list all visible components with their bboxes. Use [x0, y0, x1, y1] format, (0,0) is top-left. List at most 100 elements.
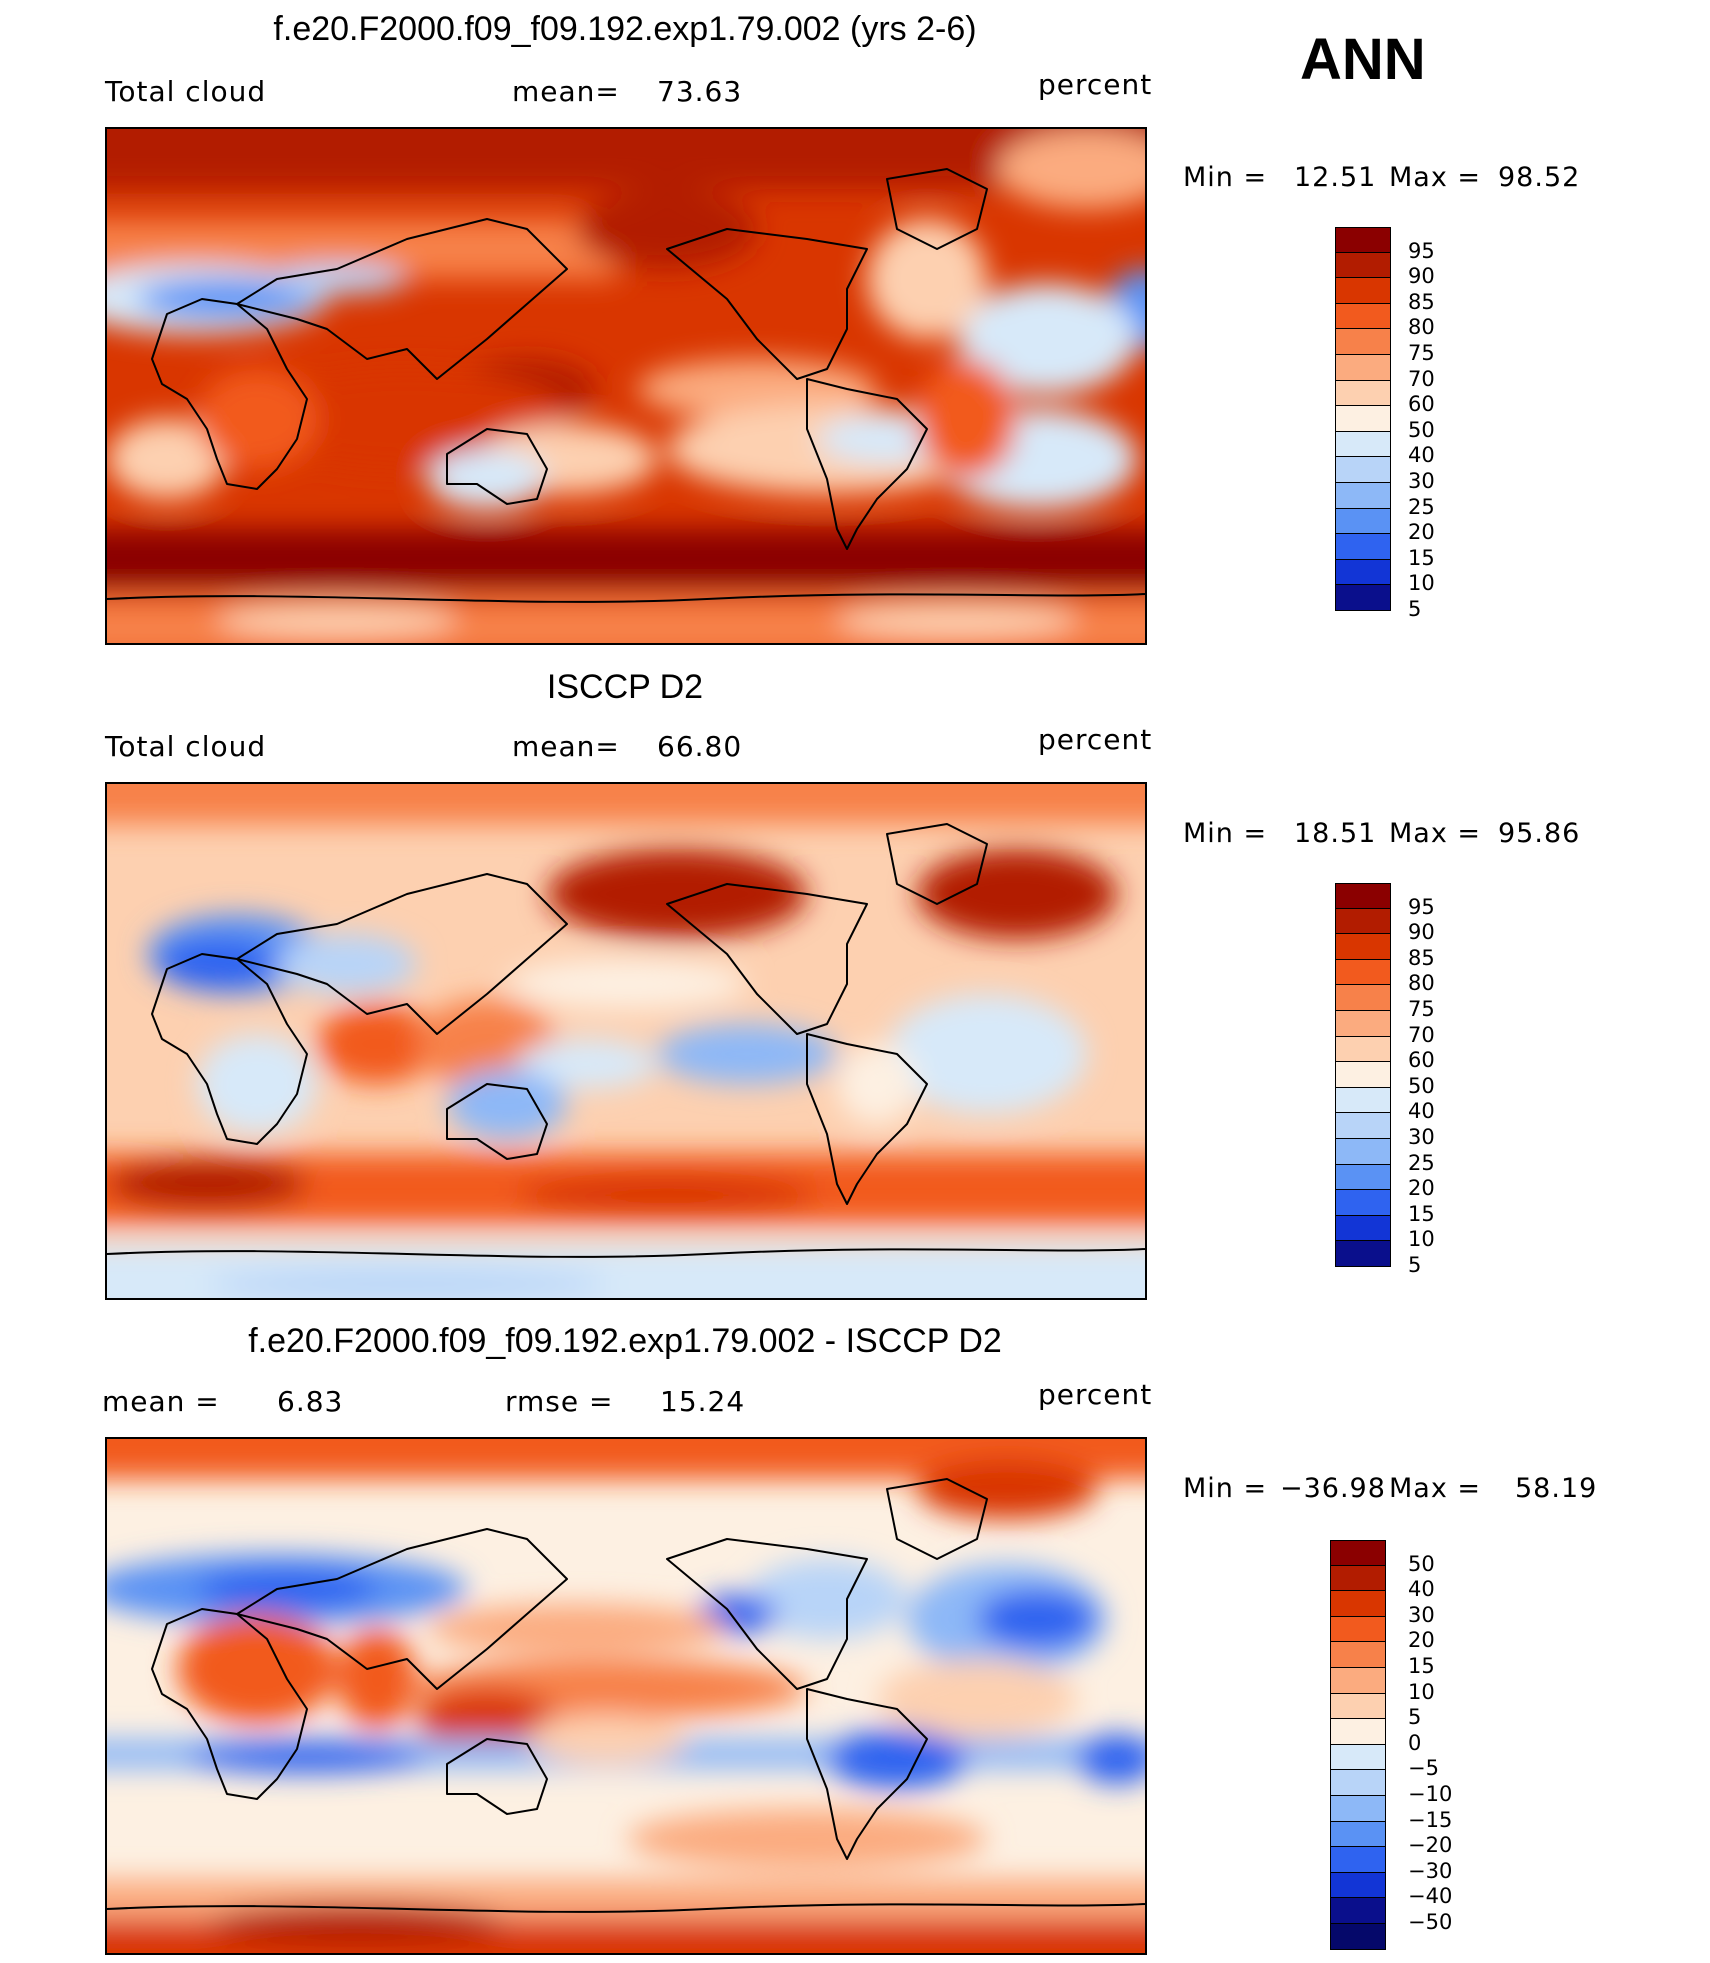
panel-model-max-value: 98.52 [1498, 162, 1581, 193]
colorbar-tick-label: 75 [1408, 997, 1435, 1021]
colorbar-swatch [1335, 883, 1391, 909]
colorbar-swatch [1330, 1924, 1386, 1950]
panel-model-mean-label: mean= [512, 75, 620, 108]
colorbar-swatch [1335, 1036, 1391, 1063]
panel-diff-map [105, 1437, 1147, 1955]
colorbar-swatch [1335, 908, 1391, 935]
panel-obs-variable-label: Total cloud [105, 730, 267, 763]
colorbar-swatch [1330, 1642, 1386, 1668]
colorbar-swatch [1330, 1565, 1386, 1592]
colorbar-tick-label: 10 [1408, 571, 1435, 596]
colorbar-tick-label: 50 [1408, 417, 1435, 442]
colorbar-tick-label: 50 [1408, 1073, 1435, 1098]
panel-model-variable-label: Total cloud [105, 75, 267, 108]
colorbar-tick-label: 95 [1408, 894, 1435, 919]
colorbar-swatch [1335, 534, 1391, 560]
colorbar-swatch [1330, 1616, 1386, 1643]
colorbar-tick-label: 20 [1408, 1628, 1435, 1653]
panel-obs-min-label: Min = [1183, 818, 1268, 849]
panel-diff-min-label: Min = [1183, 1473, 1268, 1504]
colorbar-swatch [1335, 406, 1391, 432]
colorbar-tick-label: −50 [1408, 1910, 1453, 1934]
colorbar-swatch [1335, 303, 1391, 330]
panel-model-min-label: Min = [1183, 162, 1268, 193]
panel-obs-min-value: 18.51 [1294, 818, 1377, 849]
colorbar-tick-label: 10 [1408, 1679, 1435, 1704]
colorbar-swatch [1335, 1241, 1391, 1267]
colorbar-tick-label: 0 [1408, 1730, 1422, 1755]
colorbar-swatch [1335, 959, 1391, 986]
colorbar-tick-label: 15 [1408, 545, 1435, 570]
colorbar-tick-label: 15 [1408, 1201, 1435, 1226]
colorbar-swatch [1335, 1190, 1391, 1216]
colorbar-tick-label: 30 [1408, 1125, 1435, 1149]
colorbar-tick-label: 70 [1408, 366, 1435, 391]
colorbar-swatch [1335, 1087, 1391, 1114]
colorbar-swatch [1330, 1540, 1386, 1566]
colorbar-tick-label: −20 [1408, 1833, 1453, 1858]
panel-diff-mean-label: mean = [102, 1385, 220, 1418]
colorbar-swatch [1330, 1898, 1386, 1924]
colorbar-tick-label: 80 [1408, 315, 1435, 340]
colorbar-swatch [1335, 483, 1391, 509]
colorbar-swatch [1335, 1164, 1391, 1191]
colorbar-tick-label: −30 [1408, 1858, 1453, 1883]
panel-diff-rmse-value: 15.24 [660, 1385, 746, 1418]
colorbar-swatch [1335, 1215, 1391, 1242]
season-label: ANN [1300, 27, 1426, 92]
colorbar-swatch [1335, 380, 1391, 407]
colorbar-tick-label: 40 [1408, 443, 1435, 468]
colorbar-swatch [1330, 1796, 1386, 1822]
colorbar-swatch [1335, 508, 1391, 535]
colorbar-swatch [1330, 1770, 1386, 1796]
colorbar-swatch [1330, 1821, 1386, 1848]
panel-model-title: f.e20.F2000.f09_f09.192.exp1.79.002 (yrs… [273, 10, 977, 48]
colorbar-tick-label: 85 [1408, 945, 1435, 970]
colorbar-swatch [1335, 278, 1391, 304]
colorbar-tick-label: 85 [1408, 289, 1435, 314]
colorbar-swatch [1335, 934, 1391, 960]
colorbar-tick-label: 25 [1408, 494, 1435, 519]
colorbar-swatch [1330, 1591, 1386, 1617]
colorbar-tick-label: 70 [1408, 1022, 1435, 1047]
colorbar-swatch [1335, 985, 1391, 1011]
colorbar-swatch [1335, 431, 1391, 458]
colorbar-tick-label: −15 [1408, 1807, 1453, 1832]
colorbar-tick-label: 30 [1408, 1602, 1435, 1627]
colorbar-swatch [1330, 1744, 1386, 1771]
colorbar-tick-label: 95 [1408, 238, 1435, 263]
colorbar-swatch [1330, 1693, 1386, 1720]
colorbar-tick-label: −5 [1408, 1756, 1439, 1781]
colorbar-swatch [1335, 1062, 1391, 1088]
panel-obs-map [105, 782, 1147, 1300]
colorbar-swatch [1330, 1872, 1386, 1899]
colorbar-tick-label: 40 [1408, 1099, 1435, 1124]
colorbar-swatch [1330, 1668, 1386, 1694]
colorbar-tick-label: 90 [1408, 920, 1435, 945]
panel-diff-units-label: percent [1038, 1378, 1153, 1411]
colorbar-tick-label: 5 [1408, 1705, 1422, 1730]
panel-model-max-label: Max = [1389, 162, 1482, 193]
panel-obs-max-value: 95.86 [1498, 818, 1581, 849]
colorbar-tick-label: 30 [1408, 469, 1435, 493]
panel-diff-rmse-label: rmse = [505, 1385, 614, 1418]
colorbar-tick-label: −40 [1408, 1884, 1453, 1909]
colorbar-swatch [1335, 1011, 1391, 1037]
colorbar-tick-label: 15 [1408, 1654, 1435, 1678]
colorbar-swatch [1330, 1847, 1386, 1873]
panel-obs-mean-label: mean= [512, 730, 620, 763]
colorbar-tick-label: 40 [1408, 1577, 1435, 1602]
colorbar-swatch [1335, 585, 1391, 611]
colorbar-swatch [1335, 457, 1391, 483]
colorbar-tick-label: 5 [1408, 597, 1422, 621]
colorbar-swatch [1335, 1113, 1391, 1139]
panel-diff-max-value: 58.19 [1515, 1473, 1598, 1504]
panel-diff-max-label: Max = [1389, 1473, 1482, 1504]
panel-obs-title: ISCCP D2 [546, 668, 704, 706]
colorbar-swatch [1335, 252, 1391, 279]
colorbar-tick-label: 90 [1408, 264, 1435, 289]
colorbar-tick-label: 60 [1408, 392, 1435, 417]
colorbar-swatch [1335, 1139, 1391, 1165]
panel-diff-title: f.e20.F2000.f09_f09.192.exp1.79.002 - IS… [248, 1322, 1002, 1360]
colorbar-swatch [1335, 329, 1391, 355]
